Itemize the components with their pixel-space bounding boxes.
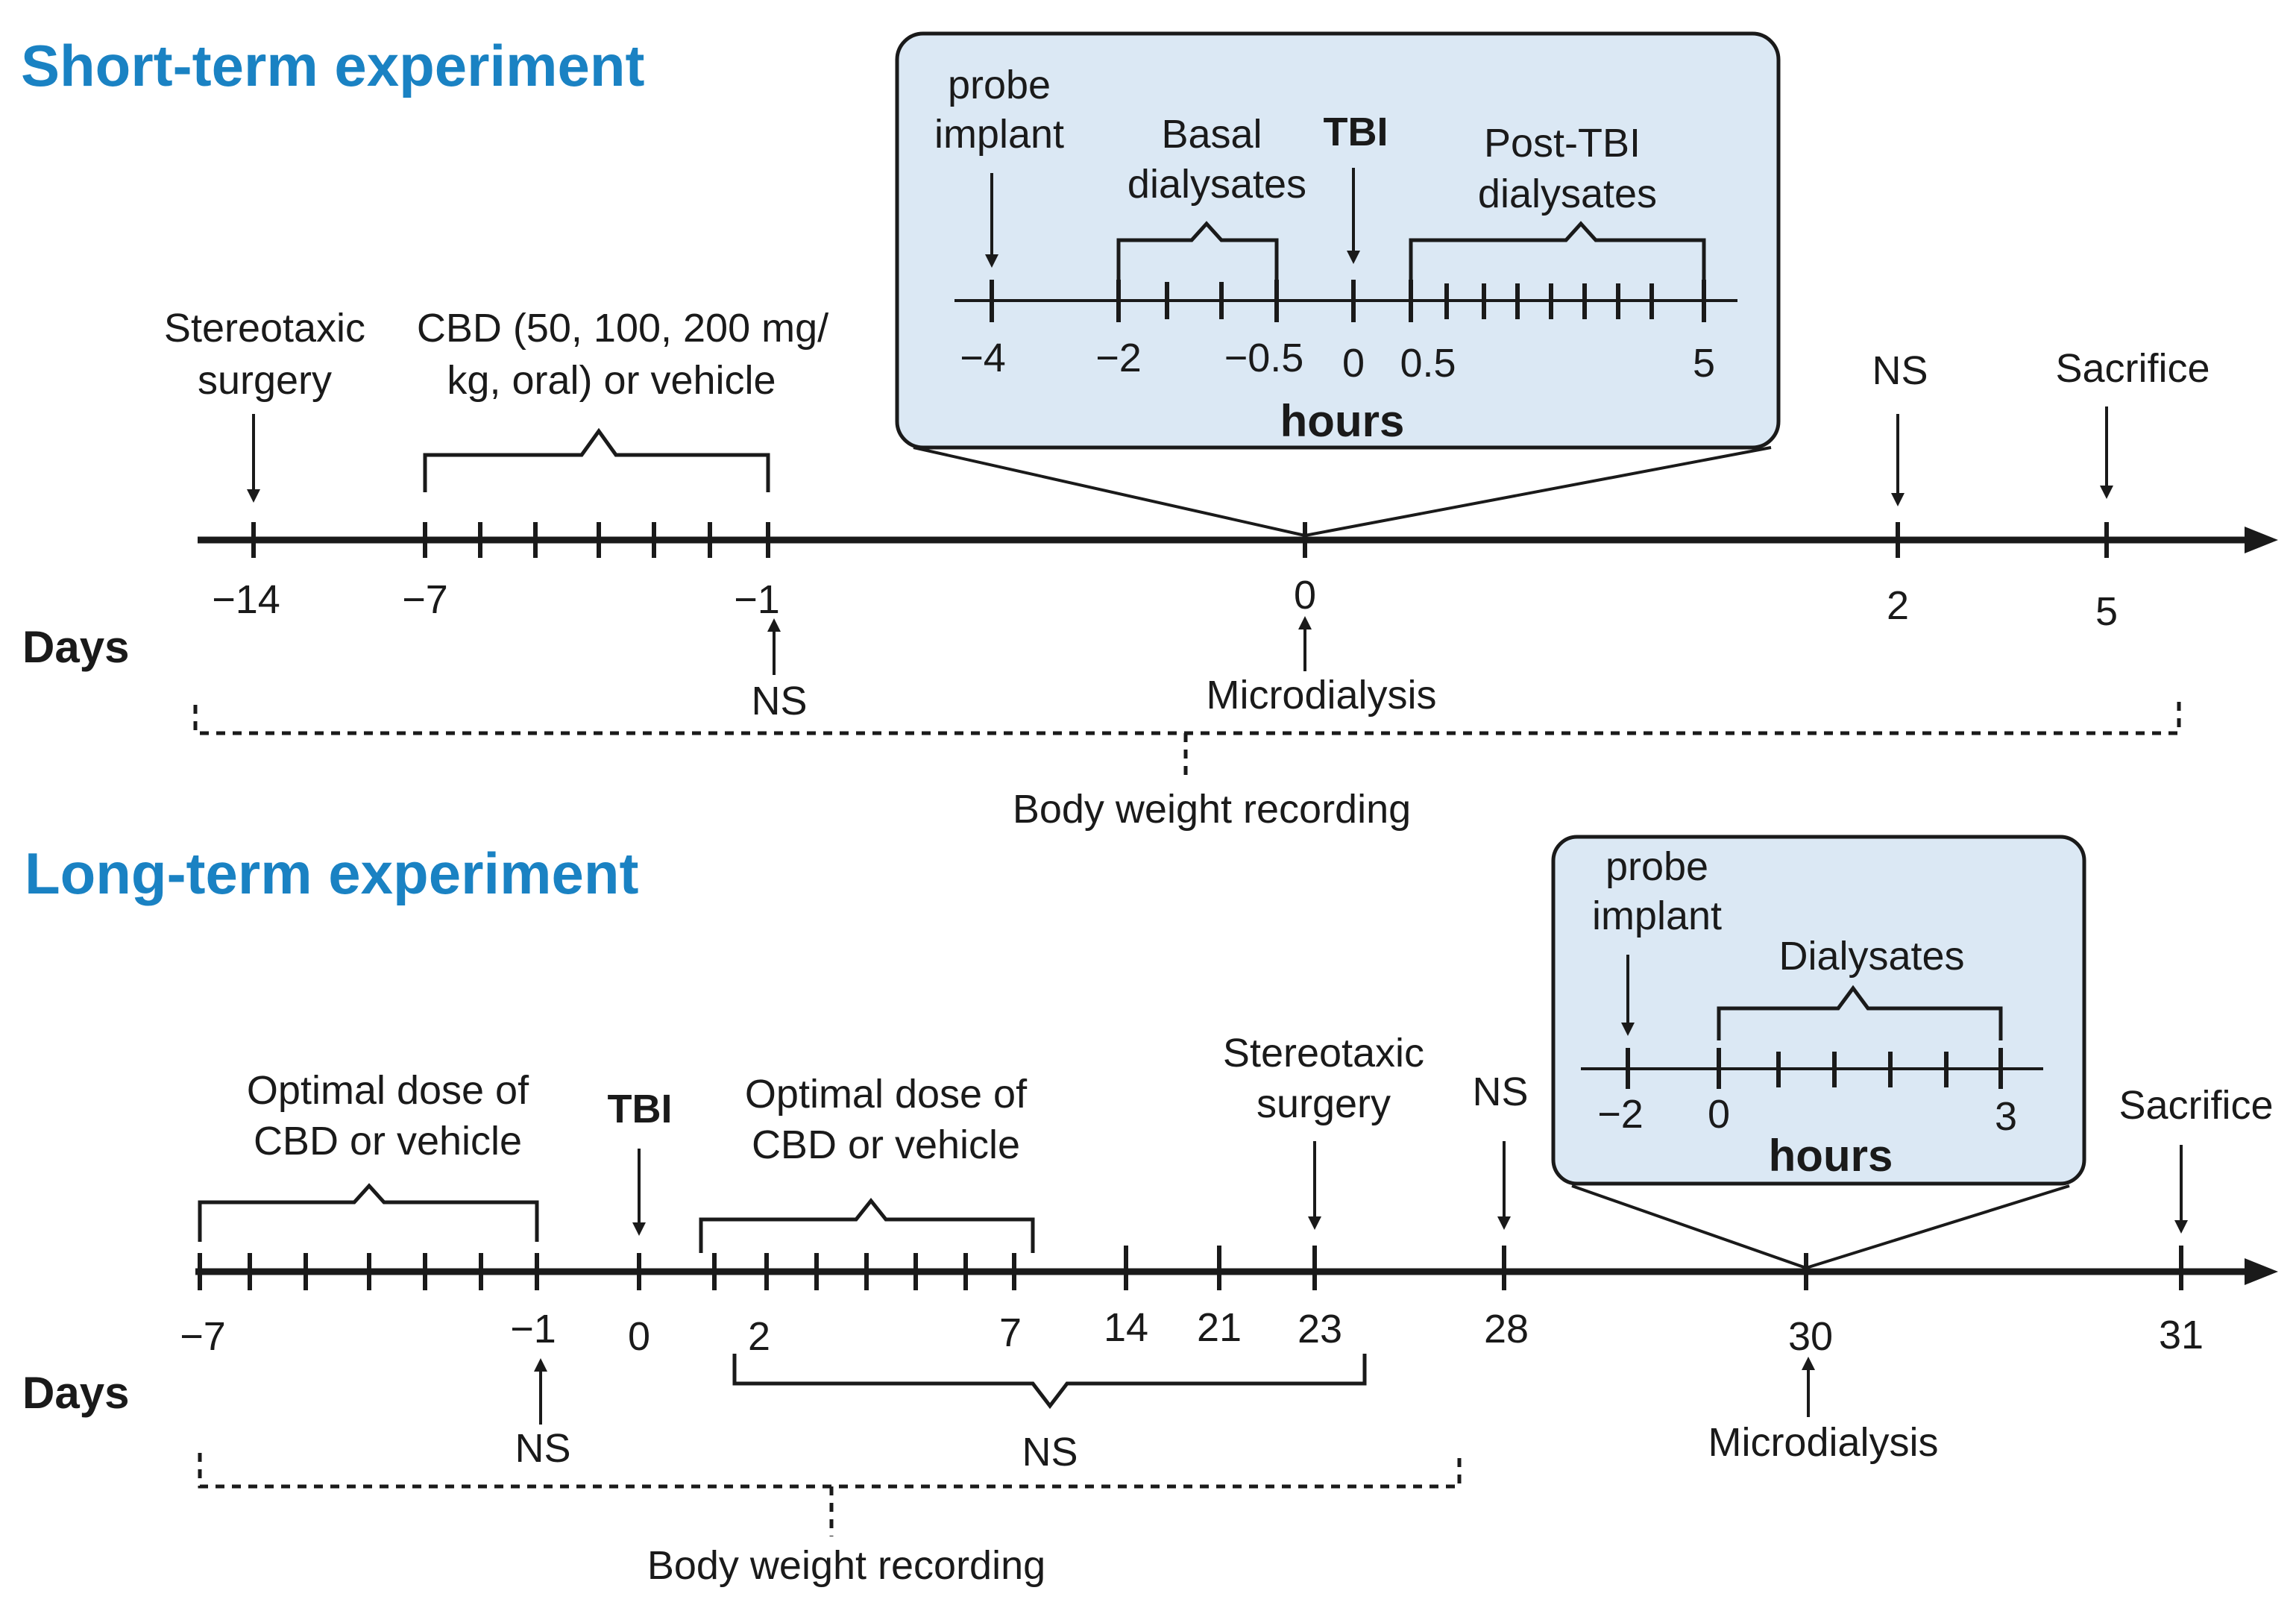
short-tick-minus-1: −1 bbox=[734, 577, 780, 622]
short-inset-tbi-label: TBI bbox=[1324, 110, 1388, 154]
long-opt1-brace bbox=[198, 1183, 539, 1242]
short-inset-basal-brace bbox=[1116, 221, 1279, 280]
long-tick-21: 21 bbox=[1197, 1305, 1242, 1350]
long-microdialysis-label: Microdialysis bbox=[1708, 1420, 1938, 1465]
long-zoom-line-left bbox=[1571, 1184, 1807, 1269]
long-opt2-label-1: Optimal dose of bbox=[745, 1072, 1028, 1117]
long-tick-0: 0 bbox=[628, 1314, 650, 1359]
long-tick-30: 30 bbox=[1788, 1314, 1833, 1359]
long-inset-hours-label: hours bbox=[1769, 1131, 1893, 1181]
long-term-inset: probe implant Dialysates −2 0 3 hours bbox=[1551, 835, 2086, 1186]
long-opt1-label-2: CBD or vehicle bbox=[254, 1119, 522, 1164]
short-inset-tick-5: 5 bbox=[1693, 341, 1715, 386]
short-inset-probe-label-1: probe bbox=[948, 63, 1051, 107]
short-microdialysis-label: Microdialysis bbox=[1206, 673, 1436, 717]
short-inset-post-label-2: dialysates bbox=[1478, 172, 1657, 216]
long-term-title: Long-term experiment bbox=[25, 841, 638, 906]
short-term-ticks bbox=[251, 522, 2109, 558]
short-zoom-line-left bbox=[913, 446, 1306, 537]
long-tick-31: 31 bbox=[2159, 1313, 2204, 1357]
short-body-weight-label: Body weight recording bbox=[1013, 787, 1411, 832]
long-tick-minus-7: −7 bbox=[180, 1314, 226, 1359]
short-stereotaxic-label-2: surgery bbox=[198, 358, 332, 403]
short-inset-post-label-1: Post-TBI bbox=[1484, 121, 1641, 166]
long-tick-minus-1: −1 bbox=[510, 1307, 556, 1351]
long-inset-dialysates-label: Dialysates bbox=[1778, 934, 1964, 979]
long-term-ticks bbox=[198, 1246, 2183, 1290]
long-opt2-brace bbox=[699, 1197, 1035, 1253]
short-inset-post-brace bbox=[1409, 221, 1706, 280]
short-term-title: Short-term experiment bbox=[21, 33, 645, 98]
short-cbd-brace bbox=[423, 427, 770, 492]
long-tick-7: 7 bbox=[999, 1310, 1022, 1355]
short-sacrifice-label: Sacrifice bbox=[2055, 346, 2209, 391]
short-term-inset: probe implant Basal dialysates TBI Post-… bbox=[895, 31, 1781, 450]
long-stereotaxic-label-1: Stereotaxic bbox=[1223, 1031, 1424, 1075]
short-days-label: Days bbox=[22, 622, 129, 672]
long-ns-top-label: NS bbox=[1472, 1070, 1528, 1114]
long-stereotaxic-label-2: surgery bbox=[1256, 1081, 1391, 1126]
short-inset-basal-label-2: dialysates bbox=[1127, 162, 1306, 207]
short-tick-minus-14: −14 bbox=[212, 577, 280, 622]
short-inset-tick-minus-0-5: −0.5 bbox=[1224, 336, 1304, 380]
long-ns-range-label: NS bbox=[1022, 1430, 1078, 1475]
short-cbd-label-2: kg, oral) or vehicle bbox=[447, 358, 776, 403]
long-body-weight-label: Body weight recording bbox=[647, 1543, 1045, 1588]
long-ns-minus1-label: NS bbox=[515, 1426, 570, 1471]
short-tick-0: 0 bbox=[1294, 573, 1316, 618]
long-inset-probe-label-2: implant bbox=[1592, 894, 1722, 938]
long-tick-2: 2 bbox=[748, 1314, 770, 1359]
short-term-axis bbox=[198, 527, 2278, 553]
short-ns-top-label: NS bbox=[1872, 348, 1928, 393]
long-days-label: Days bbox=[22, 1368, 129, 1418]
long-opt2-label-2: CBD or vehicle bbox=[752, 1122, 1020, 1167]
long-inset-probe-label-1: probe bbox=[1605, 844, 1708, 889]
short-zoom-line-right bbox=[1304, 446, 1772, 537]
short-ns-bottom-label: NS bbox=[751, 679, 807, 723]
short-inset-basal-label-1: Basal bbox=[1161, 112, 1262, 157]
short-inset-hours-label: hours bbox=[1280, 396, 1405, 446]
short-inset-tick-0-5: 0.5 bbox=[1400, 341, 1456, 386]
long-sacrifice-label: Sacrifice bbox=[2119, 1083, 2273, 1128]
short-stereotaxic-label-1: Stereotaxic bbox=[164, 306, 365, 351]
short-inset-tick-minus-2: −2 bbox=[1095, 336, 1142, 380]
long-tick-28: 28 bbox=[1484, 1307, 1529, 1351]
long-inset-dialysates-brace bbox=[1717, 984, 2003, 1040]
short-cbd-label-1: CBD (50, 100, 200 mg/ bbox=[417, 306, 828, 351]
long-body-weight-brace bbox=[198, 1453, 1462, 1489]
short-inset-probe-label-2: implant bbox=[934, 112, 1064, 157]
long-ns-range-brace bbox=[732, 1354, 1367, 1410]
short-inset-tick-0: 0 bbox=[1342, 341, 1365, 386]
long-inset-tick-minus-2: −2 bbox=[1597, 1092, 1644, 1137]
long-tick-14: 14 bbox=[1104, 1305, 1148, 1350]
short-tick-minus-7: −7 bbox=[402, 577, 448, 622]
short-tick-2: 2 bbox=[1887, 583, 1909, 628]
long-tbi-label: TBI bbox=[608, 1087, 673, 1131]
long-tick-23: 23 bbox=[1298, 1307, 1342, 1351]
short-tick-5: 5 bbox=[2095, 589, 2118, 634]
long-inset-tick-0: 0 bbox=[1708, 1092, 1730, 1137]
short-body-weight-brace bbox=[193, 699, 2181, 735]
short-inset-tick-minus-4: −4 bbox=[960, 336, 1006, 380]
long-inset-tick-3: 3 bbox=[1995, 1094, 2017, 1139]
long-opt1-label-1: Optimal dose of bbox=[247, 1068, 529, 1113]
long-zoom-line-right bbox=[1805, 1184, 2070, 1269]
long-term-axis bbox=[195, 1258, 2278, 1285]
